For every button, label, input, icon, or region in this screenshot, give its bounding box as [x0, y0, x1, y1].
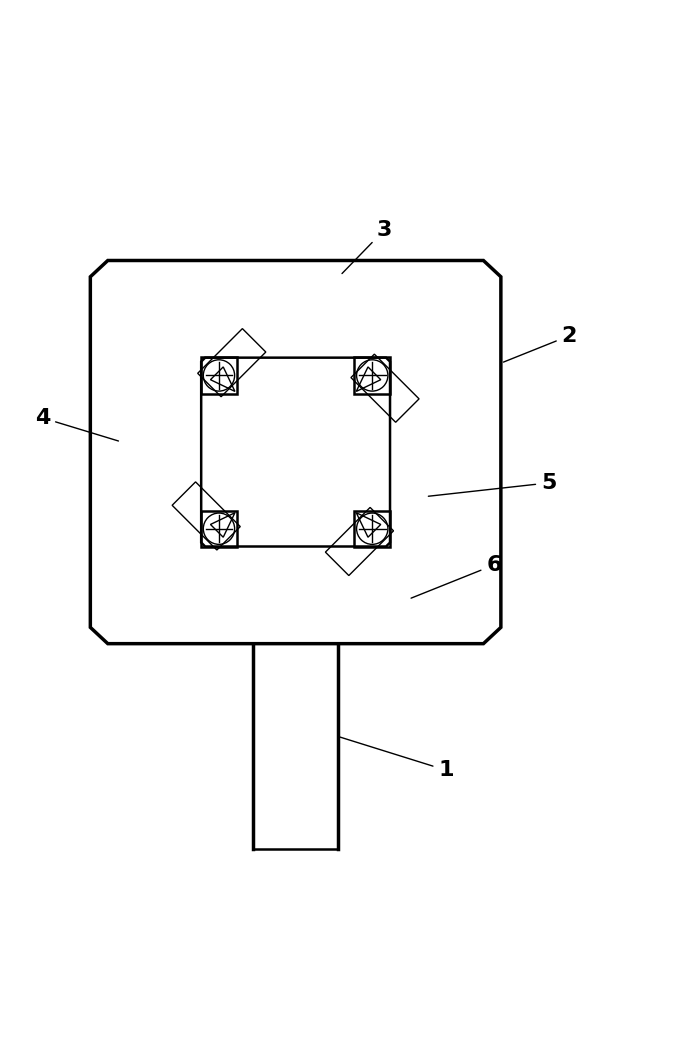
Text: 2: 2	[504, 326, 577, 362]
Text: 1: 1	[339, 737, 454, 781]
Text: 6: 6	[411, 555, 502, 599]
Text: 3: 3	[342, 220, 392, 274]
Text: 5: 5	[429, 473, 556, 497]
Text: 4: 4	[35, 408, 118, 441]
